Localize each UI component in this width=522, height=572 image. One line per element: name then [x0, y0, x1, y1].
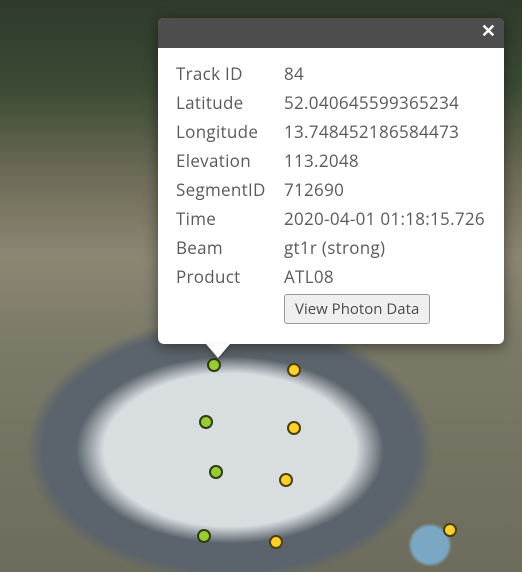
row-latitude: Latitude 52.040645599365234 [176, 91, 486, 114]
map-marker[interactable] [209, 465, 223, 479]
value-longitude: 13.748452186584473 [284, 120, 459, 143]
label-segmentid: SegmentID [176, 178, 284, 201]
row-elevation: Elevation 113.2048 [176, 149, 486, 172]
button-wrap: View Photon Data [284, 294, 486, 324]
row-beam: Beam gt1r (strong) [176, 236, 486, 259]
value-latitude: 52.040645599365234 [284, 91, 459, 114]
map-marker[interactable] [207, 358, 221, 372]
value-elevation: 113.2048 [284, 149, 359, 172]
map-marker[interactable] [279, 473, 293, 487]
label-latitude: Latitude [176, 91, 284, 114]
value-product: ATL08 [284, 265, 334, 288]
map-marker[interactable] [287, 421, 301, 435]
map-marker[interactable] [197, 529, 211, 543]
label-beam: Beam [176, 236, 284, 259]
label-track-id: Track ID [176, 62, 284, 85]
view-photon-data-button[interactable]: View Photon Data [284, 294, 430, 324]
label-longitude: Longitude [176, 120, 284, 143]
row-time: Time 2020-04-01 01:18:15.726 [176, 207, 486, 230]
label-time: Time [176, 207, 284, 230]
info-popup: ✕ Track ID 84 Latitude 52.04064559936523… [158, 18, 504, 344]
popup-header: ✕ [158, 18, 504, 48]
close-icon[interactable]: ✕ [481, 22, 496, 40]
value-segmentid: 712690 [284, 178, 344, 201]
value-beam: gt1r (strong) [284, 236, 385, 259]
row-product: Product ATL08 [176, 265, 486, 288]
map-marker[interactable] [199, 415, 213, 429]
popup-body: Track ID 84 Latitude 52.040645599365234 … [158, 48, 504, 344]
row-segmentid: SegmentID 712690 [176, 178, 486, 201]
label-product: Product [176, 265, 284, 288]
label-elevation: Elevation [176, 149, 284, 172]
row-longitude: Longitude 13.748452186584473 [176, 120, 486, 143]
popup-tip-icon [206, 344, 230, 358]
map-marker[interactable] [443, 523, 457, 537]
row-track-id: Track ID 84 [176, 62, 486, 85]
map-marker[interactable] [269, 535, 283, 549]
map-marker[interactable] [287, 363, 301, 377]
value-time: 2020-04-01 01:18:15.726 [284, 207, 485, 230]
value-track-id: 84 [284, 62, 304, 85]
